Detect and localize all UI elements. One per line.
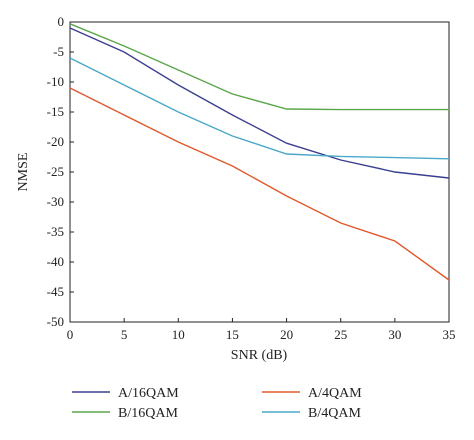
legend-label: A/16QAM: [118, 386, 179, 401]
series-layer: [69, 23, 450, 281]
y-tick-label: -20: [47, 134, 64, 149]
x-tick-label: 30: [388, 327, 401, 342]
x-tick-label: 25: [334, 327, 347, 342]
legend-label: A/4QAM: [308, 386, 362, 401]
legend-label: B/4QAM: [308, 406, 361, 421]
x-tick-label: 10: [172, 327, 185, 342]
legend-label: B/16QAM: [118, 406, 178, 421]
x-ticks: 0 5 10 15 20 25 30 35: [67, 318, 456, 342]
y-tick-label: -45: [47, 284, 64, 299]
y-ticks: 0 -5 -10 -15 -20 -25 -30 -35 -40 -45 -50: [47, 14, 74, 329]
x-tick-label: 5: [121, 327, 128, 342]
y-tick-label: 0: [58, 14, 65, 29]
y-tick-label: -5: [53, 44, 64, 59]
y-tick-label: -50: [47, 314, 64, 329]
y-tick-label: -15: [47, 104, 64, 119]
y-axis-label: NMSE: [16, 153, 31, 192]
y-tick-label: -40: [47, 254, 64, 269]
x-tick-label: 20: [280, 327, 293, 342]
y-tick-label: -35: [47, 224, 64, 239]
series-line-a-4qam: [69, 87, 450, 281]
x-tick-label: 0: [67, 327, 74, 342]
x-tick-label: 15: [226, 327, 239, 342]
x-axis-label: SNR (dB): [231, 348, 288, 363]
x-tick-label: 35: [443, 327, 456, 342]
y-tick-label: -30: [47, 194, 64, 209]
legend: A/16QAM A/4QAM B/16QAM B/4QAM: [72, 386, 362, 421]
y-tick-label: -10: [47, 74, 64, 89]
series-line-a-16qam: [69, 27, 450, 179]
series-line-b-4qam: [69, 57, 450, 160]
y-tick-label: -25: [47, 164, 64, 179]
series-line-b-16qam: [69, 23, 449, 111]
